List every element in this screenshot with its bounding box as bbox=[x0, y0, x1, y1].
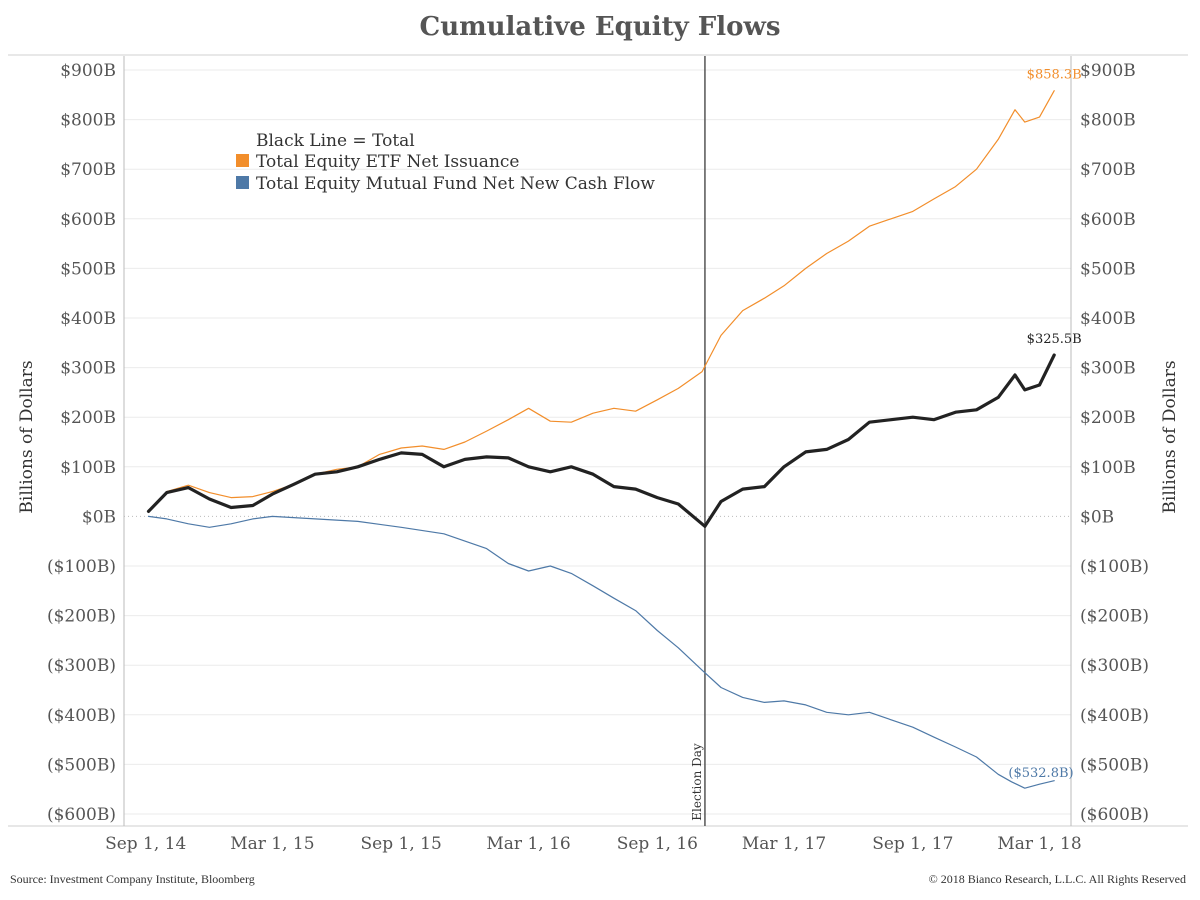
y-tick-label-left: $300B bbox=[60, 359, 116, 379]
y-tick-label-right: ($400B) bbox=[1080, 706, 1149, 726]
y-tick-label-right: ($100B) bbox=[1080, 557, 1149, 577]
y-tick-label-right: $400B bbox=[1080, 309, 1136, 329]
y-tick-label-left: $600B bbox=[60, 210, 116, 230]
x-tick-label: Sep 1, 17 bbox=[872, 834, 953, 854]
y-tick-label-left: ($400B) bbox=[47, 706, 116, 726]
y-tick-label-right: $700B bbox=[1080, 160, 1136, 180]
y-tick-label-right: $200B bbox=[1080, 408, 1136, 428]
y-tick-label-left: $800B bbox=[60, 111, 116, 131]
total-series-line bbox=[146, 353, 1056, 528]
y-tick-label-left: $100B bbox=[60, 458, 116, 478]
y-tick-label-left: $200B bbox=[60, 408, 116, 428]
y-tick-label-right: $900B bbox=[1080, 61, 1136, 81]
mutual-fund-end-label: ($532.8B) bbox=[1008, 766, 1073, 781]
legend-label-etf: Total Equity ETF Net Issuance bbox=[256, 152, 519, 172]
y-tick-label-right: $100B bbox=[1080, 458, 1136, 478]
y-tick-label-left: ($200B) bbox=[47, 607, 116, 627]
y-tick-label-right: $500B bbox=[1080, 259, 1136, 279]
legend-swatch-mutual-fund bbox=[236, 176, 249, 189]
y-tick-label-left: $700B bbox=[60, 160, 116, 180]
y-tick-label-left: ($100B) bbox=[47, 557, 116, 577]
y-tick-label-left: $0B bbox=[82, 507, 116, 527]
chart-title: Cumulative Equity Flows bbox=[419, 12, 781, 42]
election-day-label: Election Day bbox=[690, 743, 704, 821]
y-tick-label-right: ($600B) bbox=[1080, 805, 1149, 825]
label-layer: Election Day $858.3B ($532.8B) $325.5B bbox=[690, 68, 1082, 821]
y-tick-label-left: $500B bbox=[60, 259, 116, 279]
y-tick-label-right: ($300B) bbox=[1080, 656, 1149, 676]
y-tick-label-left: ($500B) bbox=[47, 755, 116, 775]
etf-end-label: $858.3B bbox=[1027, 68, 1082, 83]
y-axis-title-right: Billions of Dollars bbox=[1160, 360, 1180, 513]
x-tick-label: Mar 1, 18 bbox=[997, 834, 1081, 854]
copyright-note: © 2018 Bianco Research, L.L.C. All Right… bbox=[928, 872, 1186, 886]
x-tick-label: Sep 1, 16 bbox=[617, 834, 698, 854]
x-tick-label: Sep 1, 15 bbox=[361, 834, 442, 854]
x-tick-label: Mar 1, 16 bbox=[486, 834, 570, 854]
y-tick-label-left: ($300B) bbox=[47, 656, 116, 676]
y-tick-label-right: $300B bbox=[1080, 359, 1136, 379]
axis-layer: $900B $900B $800B $800B $700B $700B $600B $600B… bbox=[17, 56, 1180, 854]
x-tick-label: Mar 1, 15 bbox=[230, 834, 314, 854]
legend-header: Black Line = Total bbox=[256, 131, 415, 151]
y-tick-label-left: $900B bbox=[60, 61, 116, 81]
series-layer bbox=[146, 56, 1056, 826]
mutual-fund-series-line bbox=[147, 515, 1055, 789]
y-axis-title-left: Billions of Dollars bbox=[17, 360, 37, 513]
legend-label-mutual-fund: Total Equity Mutual Fund Net New Cash Fl… bbox=[256, 174, 655, 194]
y-tick-label-right: $600B bbox=[1080, 210, 1136, 230]
y-tick-label-right: ($500B) bbox=[1080, 755, 1149, 775]
y-tick-label-right: $0B bbox=[1080, 507, 1114, 527]
y-tick-label-right: ($200B) bbox=[1080, 607, 1149, 627]
x-tick-label: Mar 1, 17 bbox=[742, 834, 826, 854]
total-end-label: $325.5B bbox=[1027, 332, 1082, 347]
y-tick-label-right: $800B bbox=[1080, 111, 1136, 131]
x-tick-label: Sep 1, 14 bbox=[105, 834, 186, 854]
y-tick-label-left: $400B bbox=[60, 309, 116, 329]
source-note: Source: Investment Company Institute, Bl… bbox=[10, 872, 255, 886]
legend-swatch-etf bbox=[236, 154, 249, 167]
y-tick-label-left: ($600B) bbox=[47, 805, 116, 825]
